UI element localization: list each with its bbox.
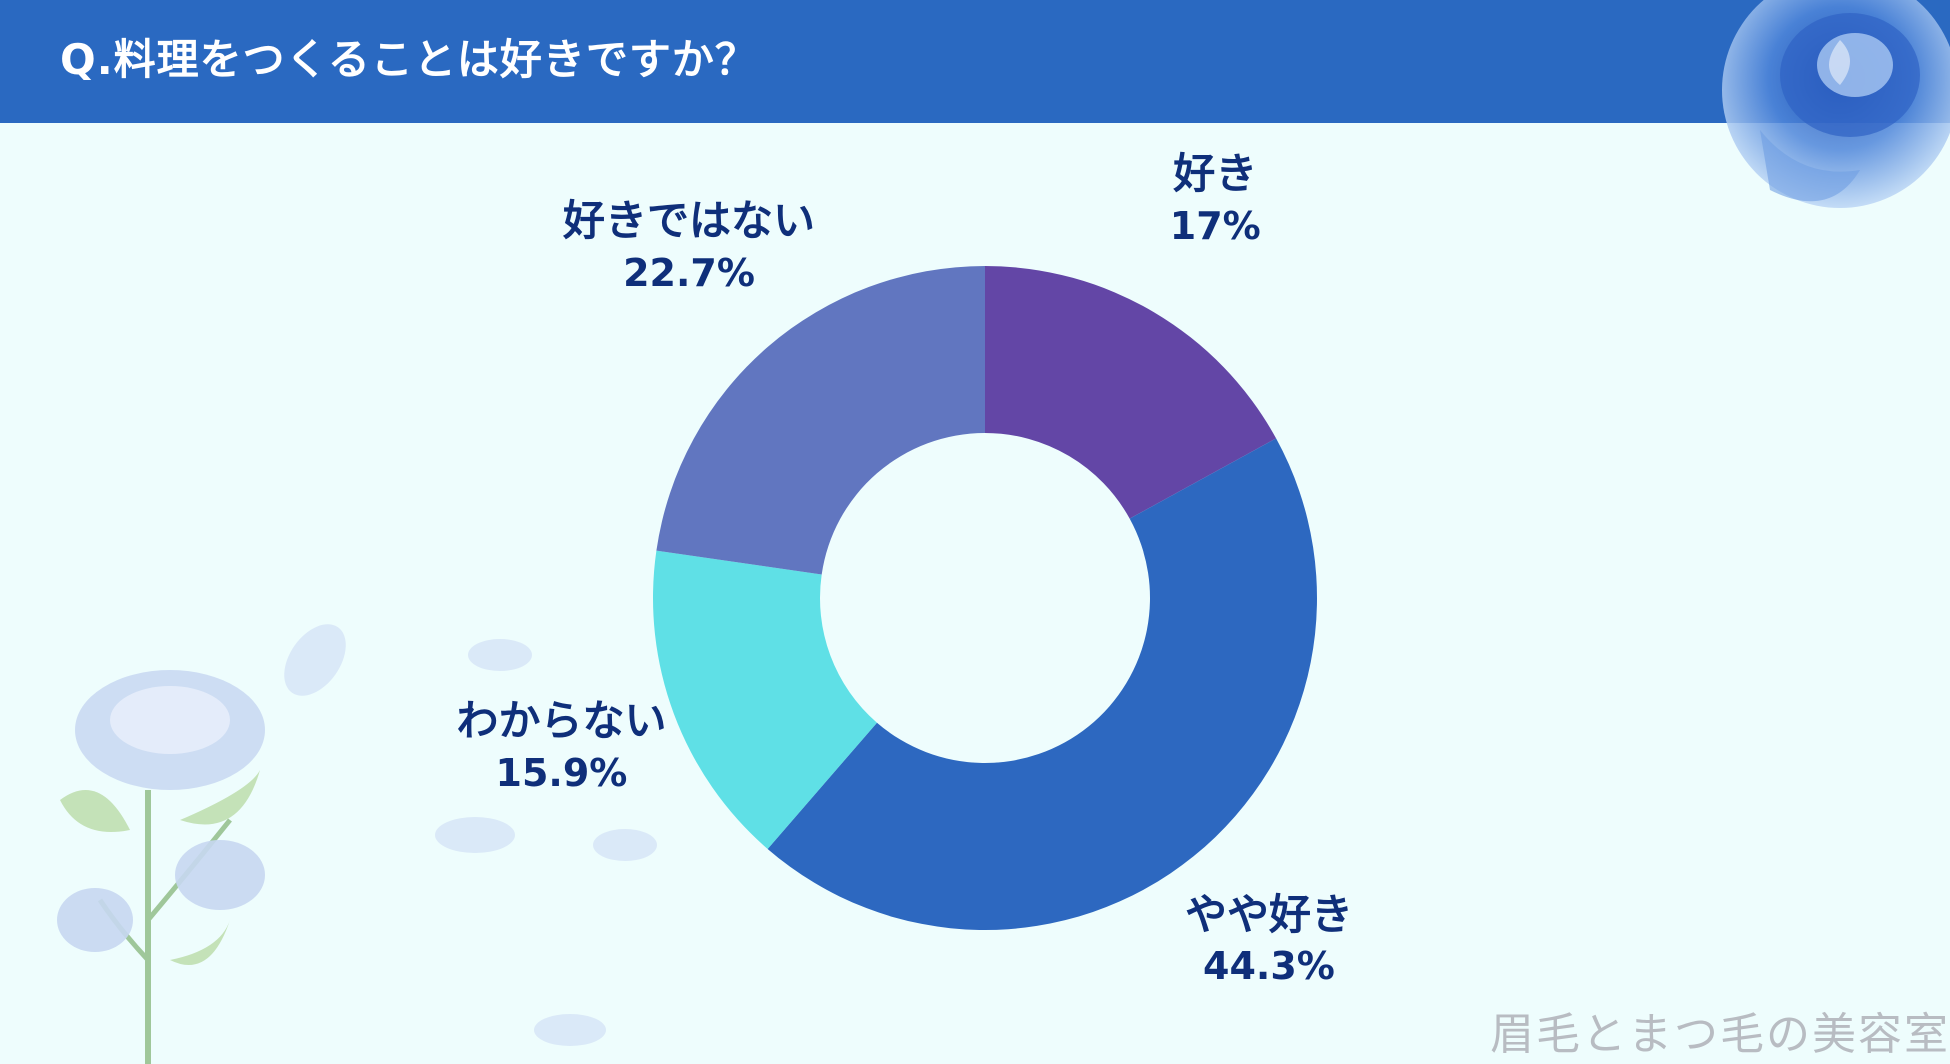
slice-label-value: 44.3% <box>1203 944 1335 989</box>
donut-slice-0 <box>985 266 1277 519</box>
slice-label-3: 好きではない 22.7% <box>563 194 815 298</box>
slice-label-name: やや好き <box>1184 889 1353 939</box>
donut-slice-3 <box>656 266 985 575</box>
slice-label-1: やや好き 44.3% <box>1185 888 1353 992</box>
slice-label-0: 好き 17% <box>1170 147 1261 251</box>
donut-slice-1 <box>767 438 1317 930</box>
slice-label-value: 17% <box>1169 203 1261 248</box>
flower-decoration-icon <box>57 624 657 1064</box>
watermark: 眉毛とまつ毛の美容室 <box>1490 1009 1950 1060</box>
slice-label-name: 好きではない <box>563 196 816 246</box>
header-bar: Q.料理をつくることは好きですか？ <box>0 0 1950 123</box>
page-title: Q.料理をつくることは好きですか？ <box>60 35 758 84</box>
slice-label-2: わからない 15.9% <box>456 694 666 798</box>
slice-label-name: 好き <box>1173 149 1258 199</box>
slice-label-value: 22.7% <box>623 250 755 295</box>
donut-slice-2 <box>653 550 877 849</box>
slice-label-name: わからない <box>456 695 667 745</box>
rose-decoration-icon <box>1722 0 1950 208</box>
slice-label-value: 15.9% <box>495 750 628 795</box>
